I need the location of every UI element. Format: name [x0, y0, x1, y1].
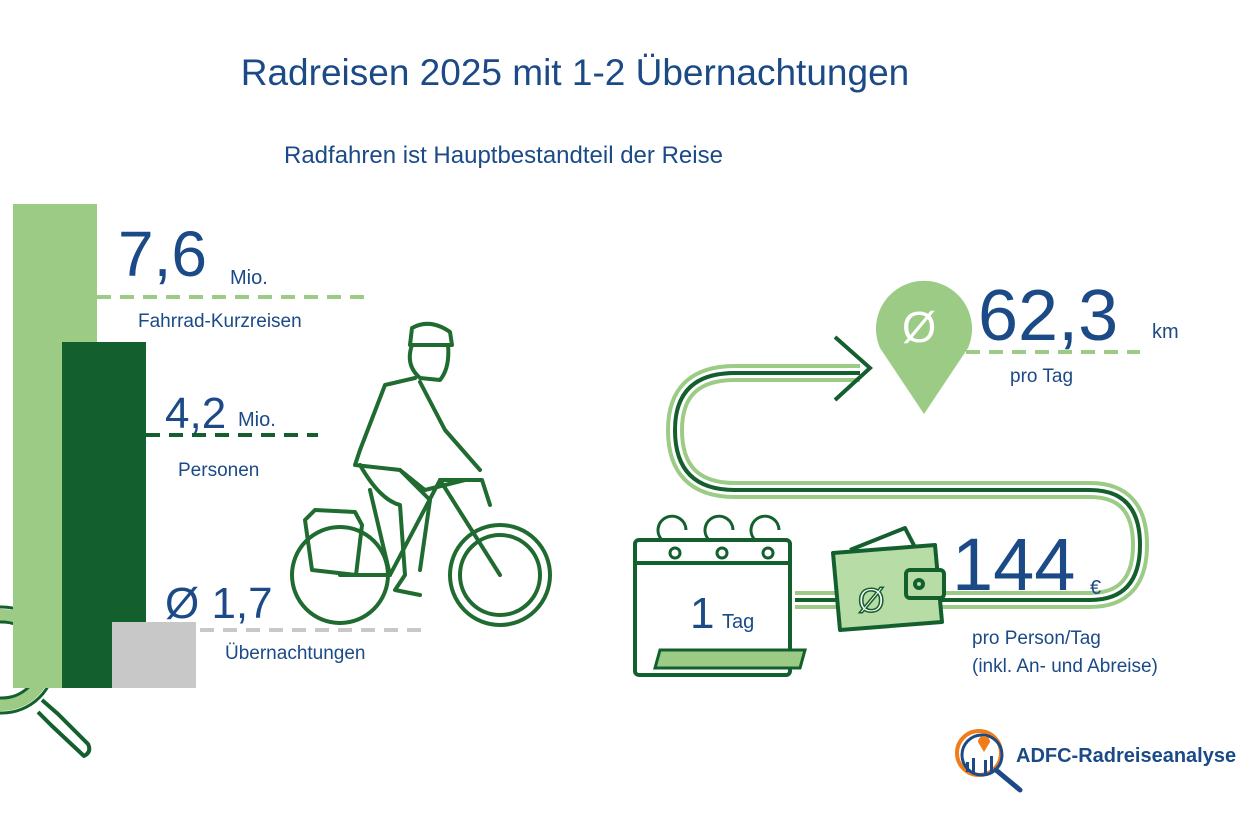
distance-label: pro Tag — [1010, 366, 1074, 387]
trips-label: Fahrrad-Kurzreisen — [138, 311, 302, 332]
calendar-icon — [633, 514, 807, 677]
bar-nights — [112, 622, 196, 688]
spend-label-2: (inkl. An- und Abreise) — [972, 656, 1158, 677]
persons-label: Personen — [178, 460, 260, 481]
days-value: 1 — [690, 589, 715, 638]
page-title: Radreisen 2025 mit 1-2 Übernachtungen — [240, 52, 910, 93]
wallet-icon — [831, 526, 946, 632]
distance-unit: km — [1152, 321, 1179, 343]
persons-value: 4,2 — [165, 389, 227, 438]
trips-unit: Mio. — [230, 267, 268, 289]
nights-label: Übernachtungen — [225, 643, 366, 664]
logo-text: ADFC-Radreiseanalyse — [1016, 745, 1237, 767]
days-unit: Tag — [722, 611, 755, 633]
map-pin-icon — [875, 280, 972, 414]
cyclist-illustration — [290, 321, 552, 627]
nights-value: Ø 1,7 — [165, 579, 273, 628]
spend-symbol: Ø — [858, 582, 884, 620]
page-subtitle: Radfahren ist Hauptbestandteil der Reise — [284, 142, 723, 169]
trips-value: 7,6 — [118, 218, 207, 290]
spend-value: 144 — [952, 523, 1076, 606]
spend-label-1: pro Person/Tag — [972, 628, 1101, 649]
pin-symbol: Ø — [902, 303, 937, 352]
distance-value: 62,3 — [978, 276, 1119, 356]
persons-unit: Mio. — [238, 409, 276, 431]
spend-unit: € — [1090, 577, 1102, 599]
route-arrow-icon — [665, 335, 1150, 609]
